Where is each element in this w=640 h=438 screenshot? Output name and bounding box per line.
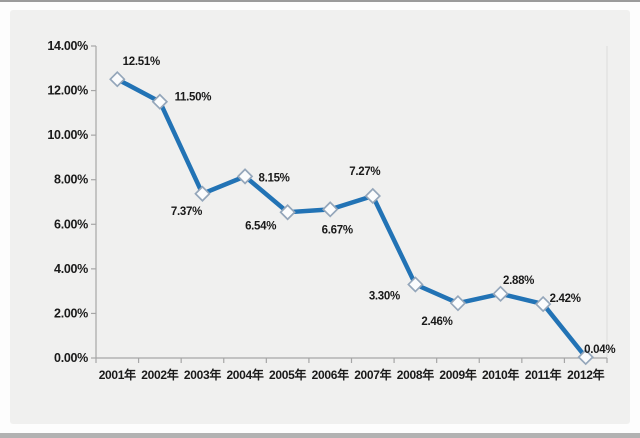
y-axis-tick-label: 12.00%	[47, 84, 88, 98]
data-point-label: 7.37%	[171, 206, 202, 218]
y-axis-tick-label: 10.00%	[47, 128, 88, 142]
data-point-label: 2.88%	[503, 275, 534, 287]
y-axis-tick-label: 2.00%	[54, 306, 88, 320]
chart-svg: 14.00% 12.00% 10.00% 8.00% 6.00% 4.00% 2.00% 0.…	[47, 39, 615, 382]
x-axis-tick-label: 2005年	[269, 367, 306, 382]
data-series-line	[115, 76, 588, 360]
x-axis-tick-label: 2004年	[226, 367, 263, 382]
x-axis-tick-label: 2003年	[184, 367, 221, 382]
data-point-marker	[407, 276, 424, 293]
data-point-marker	[236, 168, 254, 185]
x-axis-tick-label: 2001年	[99, 367, 136, 382]
data-point-marker	[194, 185, 211, 202]
data-point-label: 6.67%	[322, 224, 353, 236]
x-axis-tick-label: 2012年	[567, 367, 604, 382]
y-axis-tick-label: 14.00%	[47, 39, 88, 53]
data-point-label: 0.04%	[584, 344, 615, 356]
data-point-marker	[322, 201, 339, 218]
screenshot-top-border	[0, 0, 640, 2]
data-point-marker	[534, 295, 552, 313]
data-point-label: 11.50%	[175, 92, 212, 104]
y-axis-tick-label: 4.00%	[54, 262, 88, 276]
data-point-marker	[449, 294, 467, 312]
data-point-label: 8.15%	[258, 172, 289, 184]
chart-panel: 14.00% 12.00% 10.00% 8.00% 6.00% 4.00% 2.00% 0.…	[10, 10, 630, 424]
x-axis-tick-label: 2008年	[397, 367, 434, 382]
data-point-label: 2.46%	[421, 316, 452, 328]
x-axis-tick-label: 2011年	[525, 367, 562, 382]
data-point-marker	[109, 71, 126, 88]
y-axis-tick-label: 0.00%	[54, 351, 88, 365]
data-point-marker	[279, 204, 296, 221]
x-axis-tick-label: 2002年	[141, 367, 178, 382]
data-point-label: 7.27%	[349, 166, 380, 178]
x-axis-tick-label: 2010年	[482, 367, 519, 382]
data-point-label: 6.54%	[245, 220, 276, 232]
data-point-label: 2.42%	[550, 293, 581, 305]
x-axis-tick-label: 2009年	[439, 367, 476, 382]
y-axis-tick-label: 6.00%	[54, 217, 88, 231]
screenshot-bottom-strip	[0, 433, 640, 438]
x-axis-tick-label: 2006年	[312, 367, 349, 382]
data-point-marker	[151, 93, 169, 110]
data-point-marker	[364, 187, 381, 205]
y-axis-tick-label: 8.00%	[54, 173, 88, 187]
data-point-marker	[492, 285, 509, 303]
x-axis-tick-label: 2007年	[354, 367, 391, 382]
data-point-label: 12.51%	[123, 56, 160, 68]
data-point-label: 3.30%	[369, 290, 400, 302]
data-point-marker	[577, 348, 594, 366]
